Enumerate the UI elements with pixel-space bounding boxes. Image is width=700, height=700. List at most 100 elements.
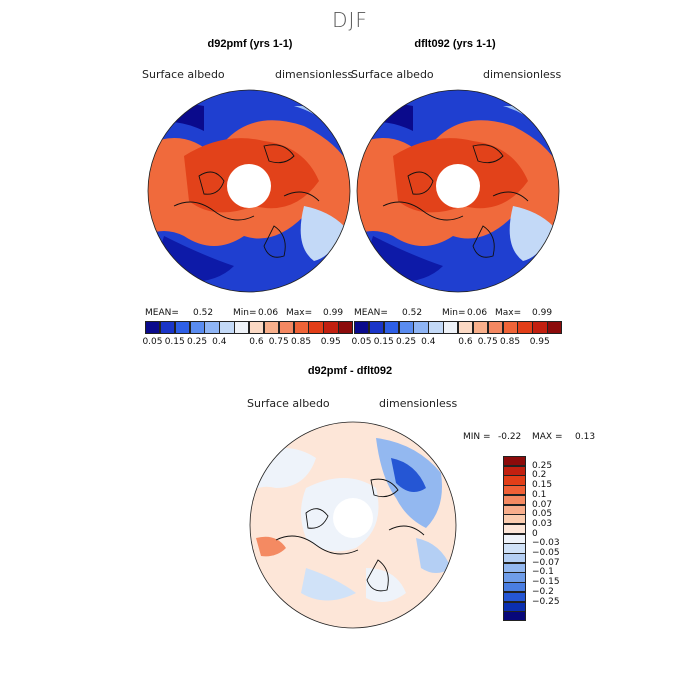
panel-1-colorbar-swatch: [278, 321, 295, 334]
panel-2-colorbar-tick-label: 0.25: [396, 337, 417, 347]
panel-2-min-value: 0.06: [467, 308, 488, 318]
panel-2-variable-label: Surface albedo: [351, 68, 434, 81]
panel-1-mean-value: 0.52: [193, 308, 214, 318]
panel-1-colorbar-tick-label: 0.25: [187, 337, 208, 347]
panel-2-colorbar-swatch: [517, 321, 533, 334]
panel-1-colorbar-swatch: [145, 321, 161, 334]
difference-colorbar-swatch: [503, 494, 526, 506]
panel-2-title: dflt092 (yrs 1-1): [414, 38, 496, 50]
difference-colorbar-swatch: [503, 591, 526, 603]
panel-1-colorbar-swatch: [323, 321, 339, 334]
panel-2-colorbar-swatch: [547, 321, 563, 334]
panel-2-max-label: Max=: [495, 308, 522, 318]
difference-min-value: -0.22: [498, 432, 522, 442]
difference-colorbar-swatch: [503, 465, 526, 476]
difference-colorbar-swatch: [503, 562, 526, 573]
panel-1-colorbar-tick-label: 0.4: [212, 337, 227, 347]
panel-2-colorbar-swatch: [368, 321, 385, 334]
panel-2-colorbar-swatch: [413, 321, 429, 334]
panel-1-colorbar-swatch: [338, 321, 354, 334]
panel-1-colorbar-swatch: [263, 321, 280, 334]
panel-2-colorbar-tick-label: 0.85: [500, 337, 521, 347]
difference-colorbar-tick-label: 0.15: [532, 480, 553, 491]
panel-2-colorbar: [354, 321, 563, 334]
difference-colorbar-swatch: [503, 456, 526, 467]
difference-colorbar-tick-label: −0.05: [532, 548, 560, 559]
difference-colorbar-tick-label: −0.07: [532, 557, 560, 568]
panel-1-colorbar-tick-label: 0.05: [142, 337, 163, 347]
difference-colorbar-tick-label: 0.07: [532, 499, 553, 510]
difference-max-value: 0.13: [575, 432, 596, 442]
difference-colorbar-ticks: 0.25 0.2 0.15 0.1 0.07 0.05 0.03 0 −0.03 −0.05 −0.…: [530, 456, 580, 621]
panel-1-colorbar-swatch: [204, 321, 220, 334]
panel-2-colorbar-tick-label: 0.95: [529, 337, 550, 347]
panel-1-max-value: 0.99: [323, 308, 344, 318]
panel-1-min-value: 0.06: [258, 308, 279, 318]
season-title: DJF: [332, 8, 368, 32]
difference-colorbar-tick-label: 0.2: [532, 470, 547, 481]
panel-1-colorbar-swatch: [219, 321, 235, 334]
difference-colorbar-swatch: [503, 533, 526, 544]
panel-1-colorbar-swatch: [174, 321, 191, 334]
difference-units-label: dimensionless: [379, 397, 458, 410]
panel-2-colorbar-ticks: 0.05 0.15 0.25 0.4 0.6 0.75 0.85 0.95: [351, 337, 562, 349]
panel-2-colorbar-swatch: [383, 321, 400, 334]
difference-max-label: MAX =: [532, 432, 563, 442]
difference-colorbar-tick-label: −0.15: [532, 577, 560, 588]
difference-colorbar-tick-label: 0.05: [532, 509, 553, 520]
difference-colorbar-swatch: [503, 582, 526, 593]
difference-panel-title: d92pmf - dflt092: [307, 365, 393, 377]
panel-1-mean-label: MEAN=: [145, 308, 179, 318]
panel-2-min-label: Min=: [442, 308, 466, 318]
difference-colorbar-tick-label: 0.25: [532, 460, 553, 471]
panel-2-mean-label: MEAN=: [354, 308, 388, 318]
panel-1-colorbar-tick-label: 0.75: [268, 337, 289, 347]
difference-colorbar-swatch: [503, 553, 526, 564]
panel-1-units-label: dimensionless: [275, 68, 354, 81]
panel-1-colorbar-tick-label: 0.85: [291, 337, 312, 347]
panel-1-colorbar-tick-label: 0.95: [320, 337, 341, 347]
panel-2-colorbar-swatch: [472, 321, 489, 334]
difference-polar-map: [249, 421, 457, 629]
panel-2-colorbar-swatch: [398, 321, 414, 334]
panel-2-colorbar-swatch: [487, 321, 504, 334]
panel-2-colorbar-tick-label: 0.05: [351, 337, 372, 347]
panel-1-colorbar-swatch: [189, 321, 205, 334]
panel-1-colorbar-tick-label: 0.15: [164, 337, 185, 347]
difference-colorbar-tick-label: −0.2: [532, 586, 554, 597]
panel-2-max-value: 0.99: [532, 308, 553, 318]
panel-2-colorbar-tick-label: 0.15: [373, 337, 394, 347]
difference-colorbar-swatch: [503, 543, 526, 554]
difference-variable-label: Surface albedo: [247, 397, 330, 410]
difference-colorbar-swatch: [503, 475, 526, 486]
panel-1-colorbar: [145, 321, 354, 334]
difference-colorbar-swatch: [503, 514, 526, 525]
panel-2-colorbar-tick-label: 0.6: [458, 337, 473, 347]
difference-colorbar-swatch: [503, 523, 526, 535]
panel-2-units-label: dimensionless: [483, 68, 562, 81]
panel-1-colorbar-swatch: [159, 321, 176, 334]
difference-colorbar-swatch: [503, 611, 526, 622]
panel-1-max-label: Max=: [286, 308, 313, 318]
panel-2-polar-map: [356, 89, 560, 293]
panel-2-colorbar-tick-label: 0.4: [421, 337, 436, 347]
difference-colorbar-tick-label: −0.03: [532, 538, 560, 549]
panel-2-mean-value: 0.52: [402, 308, 423, 318]
panel-1-variable-label: Surface albedo: [142, 68, 225, 81]
difference-colorbar: [503, 456, 526, 622]
difference-min-label: MIN =: [463, 432, 491, 442]
difference-colorbar-swatch: [503, 485, 526, 496]
panel-2-colorbar-swatch: [354, 321, 370, 334]
panel-2-colorbar-swatch: [502, 321, 518, 334]
difference-colorbar-swatch: [503, 601, 526, 612]
difference-colorbar-swatch: [503, 572, 526, 583]
panel-1-colorbar-tick-label: 0.6: [249, 337, 264, 347]
difference-colorbar-tick-label: −0.25: [532, 596, 560, 607]
panel-2-colorbar-swatch: [532, 321, 548, 334]
difference-colorbar-swatch: [503, 504, 526, 515]
panel-1-title: d92pmf (yrs 1-1): [207, 38, 293, 50]
panel-1-colorbar-swatch: [249, 321, 265, 334]
panel-2-colorbar-swatch: [458, 321, 474, 334]
panel-2-colorbar-swatch: [443, 321, 459, 334]
panel-2-colorbar-tick-label: 0.75: [477, 337, 498, 347]
